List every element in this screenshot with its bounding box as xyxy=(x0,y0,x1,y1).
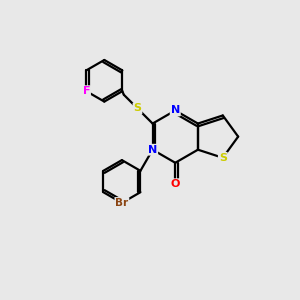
Text: S: S xyxy=(134,103,142,113)
Text: N: N xyxy=(148,145,157,155)
Text: Br: Br xyxy=(115,198,128,208)
Text: O: O xyxy=(171,179,180,189)
Text: F: F xyxy=(82,86,90,96)
Text: S: S xyxy=(219,153,227,163)
Text: N: N xyxy=(171,106,180,116)
